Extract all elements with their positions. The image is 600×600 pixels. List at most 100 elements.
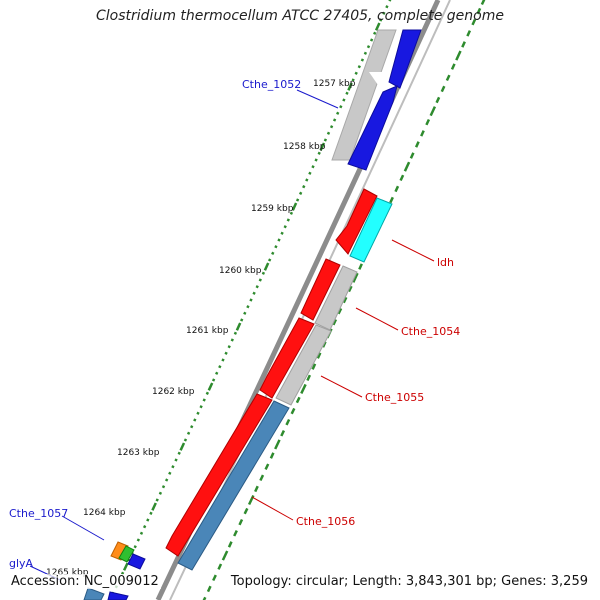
scale-tick bbox=[317, 151, 321, 155]
forward-tick bbox=[352, 272, 359, 283]
scale-tick bbox=[332, 118, 337, 122]
scale-label: 1259 kbp bbox=[251, 204, 294, 214]
scale-tick bbox=[373, 31, 377, 35]
forward-tick bbox=[212, 574, 217, 582]
scale-tick bbox=[215, 371, 219, 375]
gene-feature-cthe-1052[interactable] bbox=[347, 85, 398, 171]
scale-tick bbox=[230, 338, 234, 342]
forward-tick bbox=[445, 74, 451, 82]
scale-tick bbox=[354, 71, 358, 75]
scale-tick bbox=[199, 405, 203, 409]
forward-tick bbox=[254, 485, 259, 493]
gene-label-cthe-1056[interactable]: Cthe_1056 bbox=[296, 515, 355, 528]
forward-tick bbox=[316, 352, 322, 359]
leader-cthe-1052 bbox=[296, 89, 339, 109]
forward-tick bbox=[420, 130, 425, 137]
forward-tick bbox=[247, 494, 255, 506]
forward-tick bbox=[403, 161, 411, 172]
gene-label-glya[interactable]: glyA bbox=[9, 557, 34, 570]
forward-tick bbox=[227, 541, 233, 548]
scale-tick bbox=[142, 525, 147, 529]
gene-feature-blue-top[interactable] bbox=[388, 29, 422, 89]
scale-tick bbox=[243, 311, 247, 315]
leader-cthe-1056 bbox=[251, 496, 294, 521]
scale-tick bbox=[211, 378, 216, 382]
gene-feature-red-1[interactable] bbox=[335, 188, 378, 255]
gene-label-cthe-1055[interactable]: Cthe_1055 bbox=[365, 391, 424, 404]
scale-tick bbox=[151, 502, 157, 511]
gene-feature-cthe-1054[interactable] bbox=[314, 265, 358, 331]
forward-tick bbox=[414, 141, 420, 148]
gene-label-cthe-1052[interactable]: Cthe_1052 bbox=[242, 78, 301, 91]
forward-tick bbox=[480, 0, 486, 6]
scale-tick bbox=[177, 451, 181, 455]
scale-tick bbox=[139, 531, 144, 535]
forward-tick bbox=[206, 585, 212, 593]
scale-tick bbox=[339, 105, 343, 109]
gene-feature-gray-top-arrow[interactable] bbox=[369, 72, 387, 85]
forward-tick bbox=[221, 550, 229, 561]
scale-tick bbox=[379, 18, 383, 22]
gene-feature-blue-bottom[interactable] bbox=[107, 591, 129, 600]
scale-tick bbox=[164, 478, 169, 482]
forward-tick bbox=[342, 296, 348, 304]
forward-tick bbox=[243, 507, 249, 515]
scale-tick bbox=[179, 442, 186, 451]
forward-tick bbox=[399, 174, 405, 182]
scale-tick bbox=[136, 538, 141, 542]
scale-tick bbox=[227, 345, 231, 349]
scale-tick bbox=[286, 218, 290, 222]
scale-tick bbox=[235, 322, 242, 331]
forward-tick bbox=[358, 263, 363, 270]
scale-tick bbox=[326, 131, 331, 135]
forward-tick bbox=[409, 152, 415, 159]
gene-feature-red-3[interactable] bbox=[259, 317, 315, 399]
forward-tick bbox=[425, 118, 431, 126]
scale-tick bbox=[252, 291, 256, 295]
scale-tick bbox=[218, 365, 222, 369]
scale-tick bbox=[224, 351, 228, 355]
gene-feature-glya[interactable] bbox=[83, 587, 105, 600]
gene-feature-red-2[interactable] bbox=[300, 258, 341, 321]
scale-tick bbox=[311, 165, 315, 169]
scale-tick bbox=[302, 185, 306, 189]
gene-label-ldh[interactable]: ldh bbox=[437, 256, 454, 269]
scale-tick bbox=[168, 471, 172, 475]
scale-tick bbox=[183, 438, 188, 442]
scale-tick bbox=[133, 545, 137, 549]
gene-feature-ldh[interactable] bbox=[349, 197, 393, 263]
forward-tick bbox=[347, 285, 353, 293]
scale-tick bbox=[357, 65, 361, 69]
gene-feature-blue-small[interactable] bbox=[127, 553, 146, 570]
gene-feature-orange[interactable] bbox=[110, 541, 129, 561]
scale-tick bbox=[351, 78, 355, 82]
leader-cthe-1057 bbox=[61, 515, 105, 541]
scale-tick bbox=[374, 22, 381, 31]
forward-tick bbox=[466, 30, 472, 37]
scale-label: 1264 kbp bbox=[83, 508, 126, 518]
scale-tick bbox=[323, 138, 328, 142]
scale-tick bbox=[149, 511, 153, 515]
forward-tick bbox=[300, 383, 307, 394]
forward-tick bbox=[285, 418, 291, 426]
gene-label-cthe-1057[interactable]: Cthe_1057 bbox=[9, 507, 68, 520]
scale-tick bbox=[369, 38, 374, 42]
forward-tick bbox=[471, 18, 477, 26]
scale-label: 1262 kbp bbox=[152, 387, 195, 397]
scale-label: 1257 kbp bbox=[313, 79, 356, 89]
gene-label-cthe-1054[interactable]: Cthe_1054 bbox=[401, 325, 460, 338]
scale-tick bbox=[193, 418, 197, 422]
forward-tick bbox=[290, 407, 296, 415]
gene-feature-green[interactable] bbox=[118, 545, 135, 563]
forward-tick bbox=[435, 96, 441, 104]
gene-feature-cthe-1055[interactable] bbox=[275, 324, 332, 406]
scale-tick bbox=[127, 558, 131, 562]
scale-tick bbox=[202, 398, 206, 402]
scale-tick bbox=[360, 58, 365, 62]
leader-cthe-1054 bbox=[355, 307, 399, 331]
forward-tick bbox=[440, 85, 446, 93]
scale-label: 1265 kbp bbox=[46, 568, 89, 578]
gene-feature-cthe-1056[interactable] bbox=[177, 400, 290, 571]
gene-feature-red-4[interactable] bbox=[165, 393, 273, 557]
scale-tick bbox=[258, 278, 262, 282]
